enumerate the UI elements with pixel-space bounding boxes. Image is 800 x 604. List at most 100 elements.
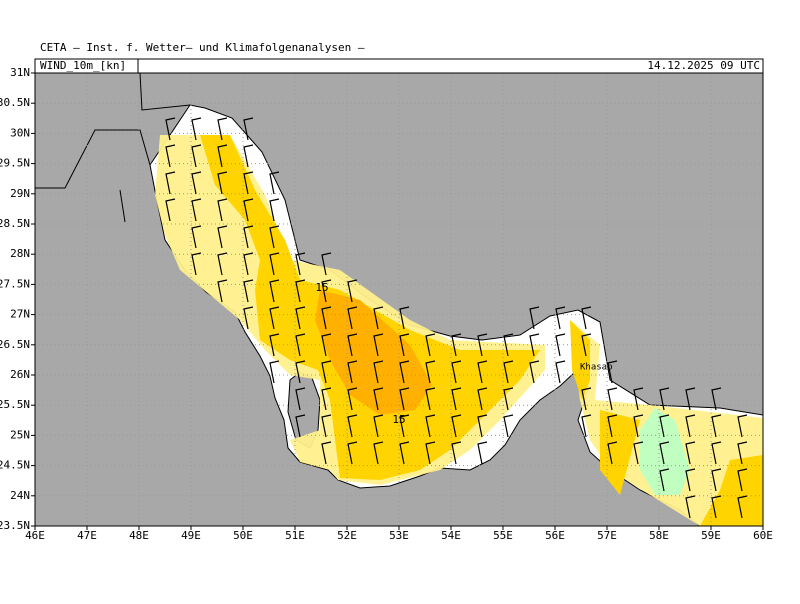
wind-barb <box>295 414 306 438</box>
wind-barb <box>295 279 306 303</box>
wind-barb <box>529 333 540 357</box>
wind-barb <box>191 144 202 168</box>
wind-barb <box>451 414 462 438</box>
wind-barb <box>451 360 462 384</box>
wind-barb <box>321 387 332 411</box>
wind-barb <box>737 441 748 465</box>
y-tick-label: 29N <box>10 187 30 200</box>
wind-barb <box>581 333 592 357</box>
wind-barb <box>425 360 436 384</box>
wind-barb <box>425 441 436 465</box>
wind-barb <box>581 387 592 411</box>
wind-barb <box>321 414 332 438</box>
wind-barb <box>295 387 306 411</box>
y-tick-label: 28.5N <box>0 217 30 230</box>
wind-barb <box>321 306 332 330</box>
wind-barb <box>217 117 228 141</box>
y-tick-label: 25N <box>10 428 30 441</box>
wind-10kn <box>640 408 690 495</box>
wind-barb <box>243 171 254 195</box>
wind-barb <box>191 171 202 195</box>
y-tick-label: 27N <box>10 308 30 321</box>
wind-barb <box>685 387 696 411</box>
wind-barb <box>685 495 696 519</box>
wind-barb <box>399 360 410 384</box>
wind-barb <box>321 279 332 303</box>
wind-barb <box>217 225 228 249</box>
wind-barb <box>477 333 488 357</box>
border <box>35 73 191 223</box>
wind-barb <box>269 279 280 303</box>
wind-barb <box>659 468 670 492</box>
wind-barb <box>711 441 722 465</box>
wind-barb <box>373 360 384 384</box>
x-tick-label: 55E <box>493 529 513 542</box>
wind-barb <box>529 360 540 384</box>
wind-barb <box>607 441 618 465</box>
wind-barb <box>399 441 410 465</box>
wind-barb <box>165 171 176 195</box>
wind-barb <box>711 468 722 492</box>
y-tick-label: 29.5N <box>0 157 30 170</box>
y-tick-label: 30N <box>10 126 30 139</box>
wind-barb <box>295 252 306 276</box>
contour-label: 15 <box>315 281 328 294</box>
wind-barb <box>191 198 202 222</box>
wind-barb <box>399 387 410 411</box>
wind-barb <box>269 171 280 195</box>
wind-barb <box>347 279 358 303</box>
header-title: CETA – Inst. f. Wetter– und Klimafolgena… <box>40 41 365 54</box>
wind-25kn <box>315 290 432 415</box>
wind-barb <box>607 414 618 438</box>
y-tick-label: 26.5N <box>0 338 30 351</box>
wind-barb <box>347 306 358 330</box>
wind-barb <box>659 414 670 438</box>
wind-barb <box>373 414 384 438</box>
wind-barb <box>191 252 202 276</box>
x-tick-label: 58E <box>649 529 669 542</box>
x-tick-label: 49E <box>181 529 201 542</box>
wind-barb <box>737 495 748 519</box>
wind-barb <box>477 414 488 438</box>
wind-barb <box>581 306 592 330</box>
wind-barb <box>451 333 462 357</box>
y-tick-label: 24N <box>10 489 30 502</box>
wind-20kn <box>200 135 540 480</box>
wind-barb <box>503 360 514 384</box>
wind-barb <box>269 360 280 384</box>
x-tick-label: 53E <box>389 529 409 542</box>
wind-barb <box>399 306 410 330</box>
wind-barb <box>217 144 228 168</box>
wind-barb <box>451 441 462 465</box>
y-tick-label: 24.5N <box>0 459 30 472</box>
wind-barb <box>503 333 514 357</box>
wind-barb <box>737 468 748 492</box>
wind-barb <box>321 360 332 384</box>
wind-barb <box>685 441 696 465</box>
wind-barb <box>711 414 722 438</box>
wind-barb <box>373 441 384 465</box>
valid-time: 14.12.2025 09 UTC <box>647 59 760 72</box>
wind-barb <box>243 306 254 330</box>
wind-barb <box>373 387 384 411</box>
wind-barb <box>529 306 540 330</box>
wind-barb <box>503 414 514 438</box>
y-tick-label: 27.5N <box>0 277 30 290</box>
wind-barb <box>685 414 696 438</box>
wind-barb <box>633 441 644 465</box>
wind-barb <box>607 360 618 384</box>
y-tick-label: 26N <box>10 368 30 381</box>
wind-barb <box>347 441 358 465</box>
wind-barb <box>269 198 280 222</box>
wind-barb <box>659 387 670 411</box>
wind-barb <box>607 387 618 411</box>
wind-barb <box>555 333 566 357</box>
wind-barb <box>659 441 670 465</box>
wind-barb <box>451 387 462 411</box>
wind-barb <box>269 333 280 357</box>
x-tick-label: 57E <box>597 529 617 542</box>
x-tick-label: 46E <box>25 529 45 542</box>
wind-barb <box>243 144 254 168</box>
wind-barb <box>373 306 384 330</box>
